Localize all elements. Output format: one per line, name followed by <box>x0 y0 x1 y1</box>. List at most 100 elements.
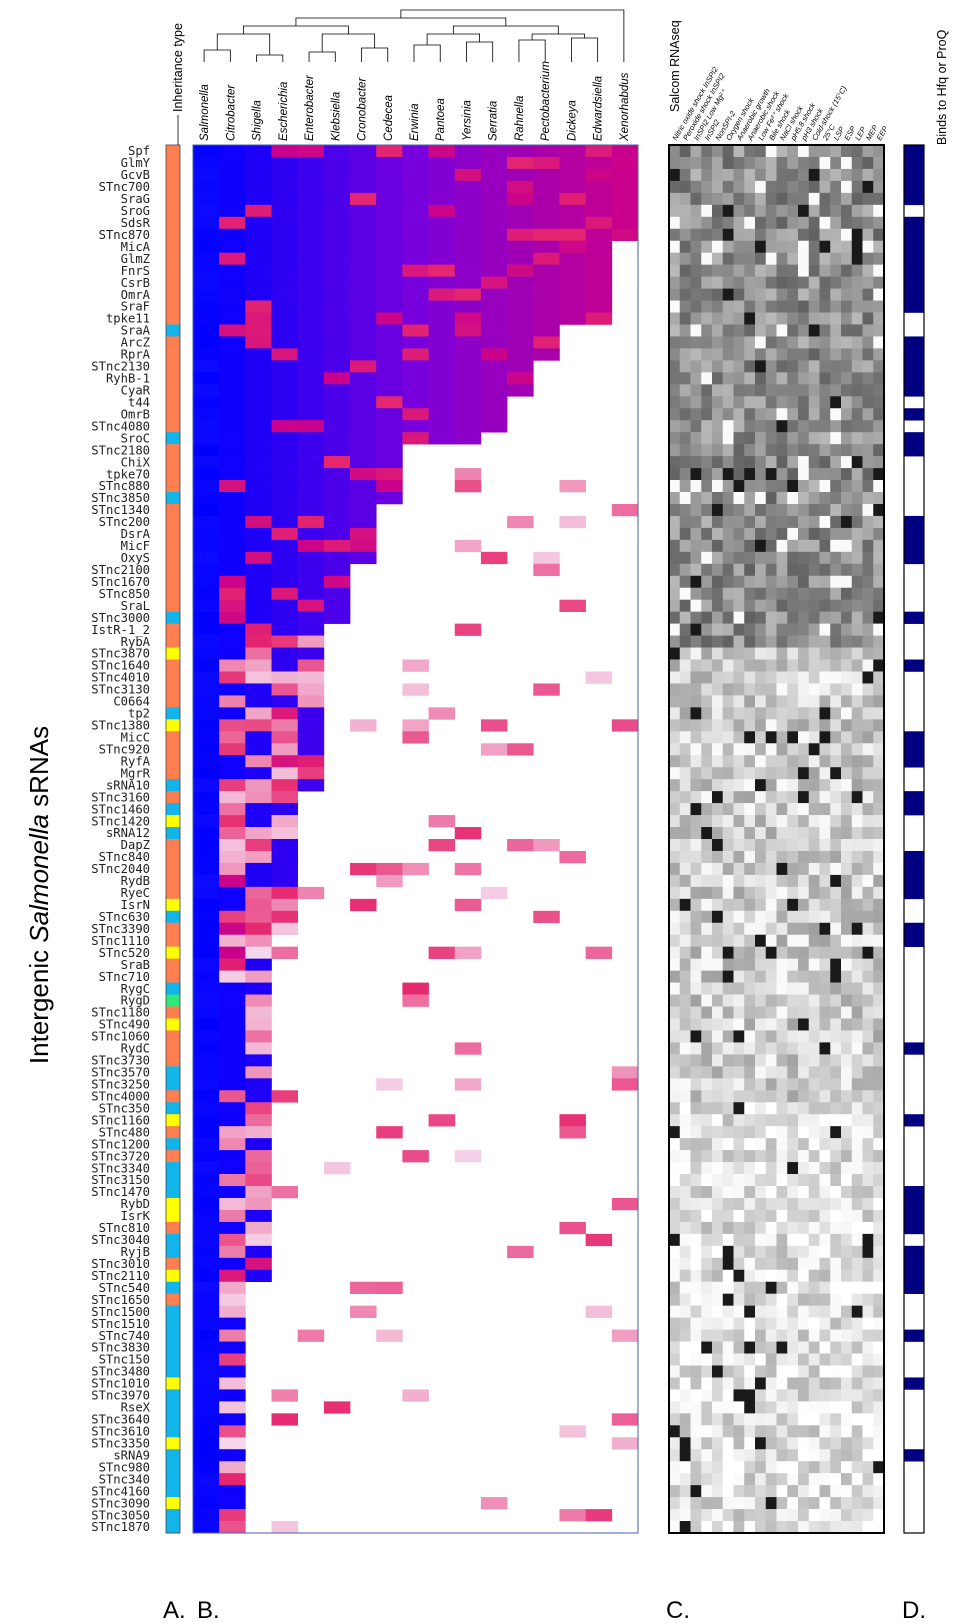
expression-cell <box>841 1341 853 1354</box>
expression-cell <box>819 1245 831 1259</box>
expression-cell <box>690 1509 702 1522</box>
expression-cell <box>679 970 691 983</box>
conservation-cell <box>219 743 246 756</box>
expression-cell <box>669 1449 681 1462</box>
inheritance-cell <box>166 779 180 792</box>
expression-cell <box>819 1257 831 1271</box>
inheritance-cell <box>166 1174 180 1187</box>
expression-cell <box>755 982 767 995</box>
conservation-cell <box>245 1209 272 1223</box>
conservation-cell <box>245 1090 272 1103</box>
expression-cell <box>830 803 842 816</box>
inheritance-cell <box>166 1006 180 1019</box>
expression-cell <box>798 922 810 936</box>
conservation-cell <box>219 551 246 565</box>
expression-cell <box>798 1233 810 1247</box>
expression-cell <box>776 216 788 230</box>
conservation-cell <box>428 360 456 373</box>
binds-title: Binds to Hfq or ProQ <box>935 29 949 145</box>
conservation-cell <box>297 192 325 206</box>
conservation-cell <box>219 312 246 325</box>
expression-cell <box>701 874 713 888</box>
expression-cell <box>690 1329 702 1342</box>
expression-cell <box>765 1197 777 1211</box>
conservation-cell <box>193 575 220 589</box>
expression-cell <box>722 1126 734 1139</box>
conservation-cell <box>219 1174 246 1187</box>
expression-cell <box>873 647 885 660</box>
conservation-cell <box>585 264 613 277</box>
conservation-cell <box>323 563 351 577</box>
inheritance-cell <box>166 1114 180 1127</box>
expression-cell <box>679 420 691 433</box>
conservation-cell <box>219 719 246 732</box>
srna-label: STnc1200 <box>91 1137 150 1151</box>
conservation-cell <box>402 145 429 158</box>
expression-cell <box>733 1401 745 1414</box>
expression-cell <box>679 204 691 218</box>
conservation-cell <box>507 300 534 313</box>
expression-cell <box>851 252 863 265</box>
expression-cell <box>733 791 745 804</box>
expression-cell <box>744 468 756 481</box>
conservation-cell <box>323 444 351 457</box>
expression-cell <box>798 994 810 1007</box>
conservation-cell <box>402 731 429 744</box>
expression-cell <box>873 480 885 493</box>
expression-cell <box>733 503 745 517</box>
expression-cell <box>798 145 810 158</box>
inheritance-cell <box>166 683 180 696</box>
expression-cell <box>765 695 777 708</box>
expression-cell <box>722 1233 734 1247</box>
expression-cell <box>712 850 724 864</box>
expression-cell <box>808 420 820 433</box>
expression-cell <box>733 910 745 924</box>
expression-cell <box>862 1245 874 1259</box>
conservation-cell <box>428 815 456 828</box>
inheritance-cell <box>166 922 180 936</box>
expression-cell <box>819 515 831 529</box>
expression-cell <box>690 539 702 553</box>
expression-cell <box>755 1353 767 1366</box>
expression-cell <box>808 1461 820 1474</box>
expression-cell <box>841 372 853 385</box>
expression-cell <box>744 839 756 852</box>
expression-cell <box>722 492 734 505</box>
binds-cell <box>904 336 924 349</box>
expression-cell <box>841 288 853 301</box>
expression-cell <box>808 1329 820 1342</box>
expression-cell <box>776 827 788 840</box>
expression-cell <box>841 803 853 816</box>
expression-cell <box>722 1150 734 1163</box>
expression-cell <box>755 1245 767 1259</box>
expression-cell <box>776 683 788 696</box>
expression-cell <box>787 886 799 900</box>
expression-cell <box>862 420 874 433</box>
conservation-cell <box>297 635 325 648</box>
expression-cell <box>669 611 681 624</box>
conservation-cell <box>297 755 325 768</box>
conservation-cell <box>245 1102 272 1115</box>
inheritance-cell <box>166 336 180 349</box>
expression-cell <box>841 360 853 373</box>
expression-cell <box>712 803 724 816</box>
expression-cell <box>755 312 767 325</box>
expression-cell <box>744 886 756 900</box>
srna-label: CsrB <box>121 276 150 290</box>
expression-cell <box>744 300 756 313</box>
expression-cell <box>722 850 734 864</box>
conservation-cell <box>271 815 299 828</box>
conservation-cell <box>193 1126 220 1139</box>
expression-cell <box>722 1437 734 1450</box>
expression-cell <box>830 432 842 445</box>
expression-cell <box>765 396 777 409</box>
conservation-cell <box>402 216 429 230</box>
conservation-cell <box>193 1365 220 1378</box>
expression-cell <box>669 444 681 457</box>
expression-cell <box>798 384 810 397</box>
expression-cell <box>679 1437 691 1450</box>
inheritance-cell <box>166 1473 180 1486</box>
binds-cell <box>904 1245 924 1259</box>
expression-cell <box>744 1449 756 1462</box>
